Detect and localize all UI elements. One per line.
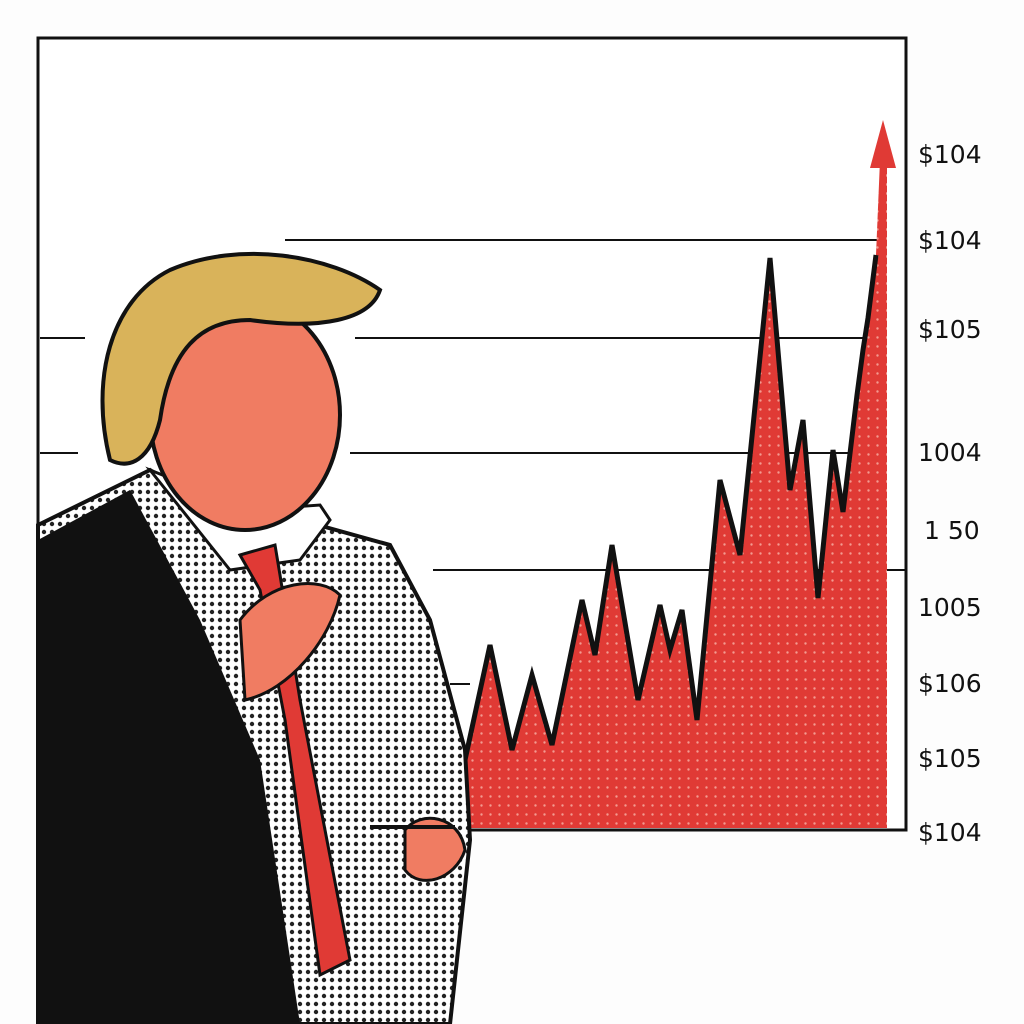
axis-labels: $104 $104 $105 1004 1 50 1005 $106 $105 … xyxy=(918,140,982,847)
axis-label: $106 xyxy=(918,669,982,698)
axis-label: 1005 xyxy=(918,593,982,622)
axis-label: $105 xyxy=(918,744,982,773)
axis-label: 1 50 xyxy=(924,516,980,545)
line xyxy=(462,254,879,761)
figure xyxy=(36,251,473,1024)
axis-label: 1004 xyxy=(918,438,982,467)
arrow-head xyxy=(870,120,896,168)
axis-label: $105 xyxy=(918,315,982,344)
axis-label: $104 xyxy=(918,226,982,255)
axis-label: $104 xyxy=(918,140,982,169)
axis-label: $104 xyxy=(918,818,982,847)
